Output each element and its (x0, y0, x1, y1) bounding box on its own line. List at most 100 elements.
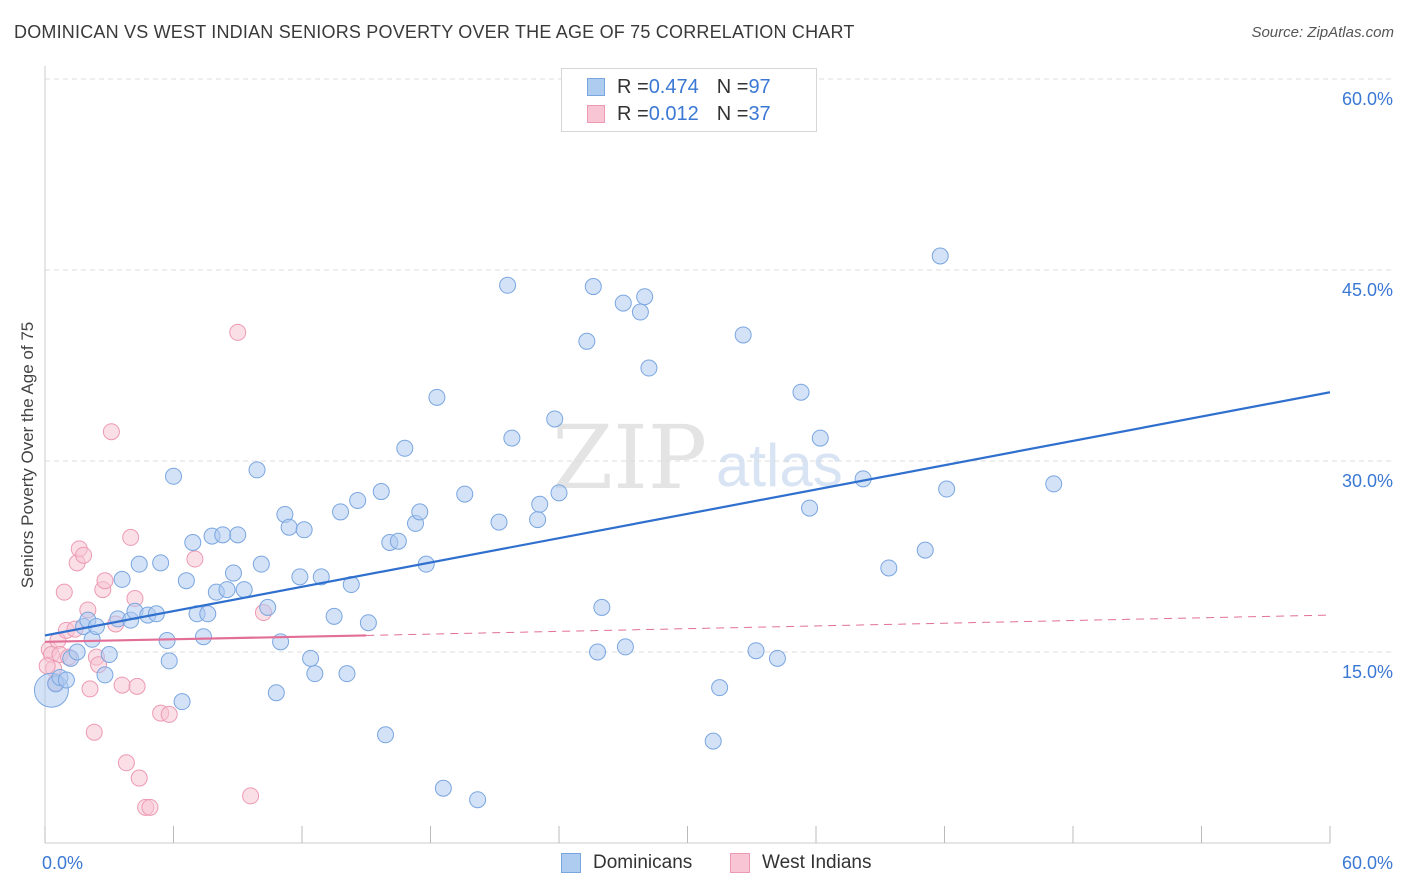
west-indians-point (229, 323, 247, 341)
dominicans-point (306, 665, 324, 683)
dominicans-point (578, 332, 596, 350)
dominicans-point (152, 554, 170, 572)
west-indians-swatch (587, 105, 605, 123)
dominicans-point (916, 541, 934, 559)
dominicans-point (68, 643, 86, 661)
legend-item-west-indians[interactable]: West Indians (730, 852, 871, 874)
y-tick-label: 30.0% (1342, 471, 1393, 491)
y-tick-label: 45.0% (1342, 280, 1393, 300)
dominicans-point (411, 503, 429, 521)
west-indians-point (122, 528, 140, 546)
dominicans-point (165, 467, 182, 485)
r-value: 0.012 (648, 102, 699, 125)
r-label: R = (617, 102, 649, 125)
dominicans-swatch (587, 78, 605, 96)
dominicans-point (614, 294, 632, 312)
n-value: 37 (748, 102, 771, 125)
dominicans-point (184, 533, 202, 551)
watermark-zip: ZIP (552, 406, 707, 509)
west-indians-point (186, 550, 204, 568)
dominicans-point (100, 646, 118, 664)
west-indians-point (141, 798, 159, 816)
west-indians-point (160, 705, 178, 723)
dominicans-point (456, 485, 474, 503)
west-indians-point (113, 676, 131, 694)
r-label: R = (617, 75, 649, 98)
dominicans-point (160, 652, 178, 670)
west-indians-point (38, 657, 56, 675)
dominicans-point (931, 247, 949, 265)
dominicans-point (177, 572, 195, 590)
west-indians-point (117, 754, 135, 772)
dominicans-point (199, 605, 217, 623)
west-indians-point (242, 787, 260, 805)
west-indians-point (85, 723, 103, 741)
dominicans-point (280, 518, 298, 536)
dominicans-point (880, 559, 898, 577)
dominicans-point (194, 628, 212, 646)
dominicans-point (359, 614, 377, 632)
dominicans-point (768, 649, 786, 667)
x-tick-label: 0.0% (42, 853, 83, 873)
dominicans-point (57, 671, 75, 689)
dominicans-point (130, 555, 148, 573)
dominicans-point (704, 732, 722, 750)
legend-label: Dominicans (593, 852, 693, 873)
legend-row-dominicans: R = 0.474 N = 97 (587, 75, 771, 99)
dominicans-point (224, 564, 242, 582)
dominicans-point (550, 484, 568, 502)
dominicans-point (469, 791, 487, 809)
dominicans-point (499, 276, 517, 294)
correlation-legend: R = 0.474 N = 97 R = 0.012 N = 37 (561, 68, 817, 132)
dominicans-point (252, 555, 270, 573)
dominicans-point (291, 568, 309, 586)
dominicans-point (235, 581, 253, 599)
west-indians-trend-line (44, 634, 367, 643)
dominicans-point (490, 513, 508, 531)
west-indians-point (96, 572, 114, 590)
dominicans-point (938, 480, 956, 498)
west-indians-point (128, 677, 146, 695)
dominicans-point (747, 642, 765, 660)
west-indians-point (55, 583, 73, 601)
series-legend: Dominicans West Indians (0, 852, 1406, 876)
y-tick-label: 60.0% (1342, 89, 1393, 109)
dominicans-point (332, 503, 350, 521)
dominicans-point (96, 666, 114, 684)
dominicans-point (325, 607, 343, 625)
dominicans-point (295, 521, 313, 539)
dominicans-point (529, 511, 547, 529)
legend-item-dominicans[interactable]: Dominicans (561, 852, 692, 874)
x-tick-label: 60.0% (1342, 853, 1393, 873)
dominicans-point (593, 598, 611, 616)
dominicans-point (218, 581, 236, 599)
n-label: N = (716, 102, 749, 125)
dominicans-point (531, 495, 549, 513)
source-label: Source: ZipAtlas.com (1251, 24, 1394, 41)
dominicans-point (389, 532, 407, 550)
west-indians-trend-extension (366, 614, 1331, 636)
dominicans-point (312, 568, 330, 586)
dominicans-point (267, 684, 285, 702)
dominicans-point (734, 326, 752, 344)
dominicans-point (711, 679, 729, 697)
dominicans-point (434, 779, 452, 797)
dominicans-point (396, 439, 414, 457)
dominicans-point (372, 483, 390, 501)
r-value: 0.474 (648, 75, 699, 98)
chart-title: DOMINICAN VS WEST INDIAN SENIORS POVERTY… (14, 22, 855, 42)
dominicans-point (173, 693, 191, 711)
west-indians-point (75, 546, 93, 564)
dominicans-point (792, 383, 810, 401)
dominicans-point (428, 388, 446, 406)
dominicans-point (631, 303, 649, 321)
dominicans-point (302, 649, 320, 667)
y-tick-label: 15.0% (1342, 662, 1393, 682)
dominicans-point (377, 726, 395, 744)
dominicans-point (113, 570, 131, 588)
dominicans-point (636, 288, 654, 306)
dominicans-point (811, 429, 829, 447)
dominicans-point (503, 429, 521, 447)
west-indians-point (81, 680, 99, 698)
